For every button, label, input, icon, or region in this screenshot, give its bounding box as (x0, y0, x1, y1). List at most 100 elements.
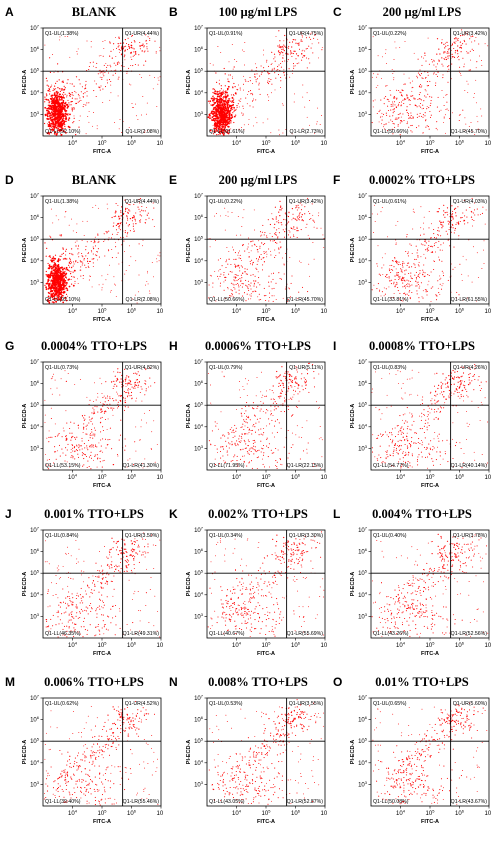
event-point (57, 125, 59, 127)
event-point (427, 37, 429, 39)
event-point (96, 125, 98, 127)
y-tick-label: 105 (30, 235, 40, 244)
event-point (248, 123, 249, 125)
event-point (385, 288, 387, 290)
event-point (123, 236, 125, 238)
event-point (54, 446, 56, 448)
event-point (228, 129, 230, 132)
event-point (393, 59, 395, 60)
event-point (58, 124, 60, 126)
event-point (131, 34, 134, 37)
event-point (68, 126, 71, 129)
event-point (56, 119, 59, 122)
event-point (119, 119, 121, 121)
event-point (298, 62, 300, 64)
event-point (242, 448, 244, 450)
event-point (419, 73, 421, 75)
event-point (391, 128, 393, 130)
event-point (48, 458, 50, 461)
event-point (436, 63, 439, 65)
event-point (233, 284, 235, 286)
event-point (314, 33, 317, 35)
event-point (254, 448, 256, 451)
event-point (131, 217, 133, 219)
event-point (290, 51, 292, 53)
event-point (151, 431, 153, 433)
event-point (275, 460, 277, 462)
event-point (403, 119, 405, 122)
event-point (260, 428, 262, 430)
event-point (243, 129, 245, 131)
event-point (241, 127, 243, 128)
event-point (83, 419, 85, 421)
event-point (135, 397, 137, 399)
event-point (249, 90, 252, 92)
event-point (99, 76, 101, 78)
event-point (62, 93, 64, 95)
event-point (59, 268, 61, 270)
event-point (84, 264, 86, 266)
event-point (423, 100, 425, 102)
event-point (65, 254, 67, 256)
event-point (117, 231, 119, 234)
event-point (76, 240, 78, 242)
event-point (95, 399, 97, 401)
event-point (83, 453, 85, 455)
event-point (142, 43, 144, 45)
event-point (291, 133, 293, 135)
event-point (270, 398, 272, 400)
event-point (59, 284, 61, 286)
event-point (56, 110, 59, 112)
event-point (58, 297, 60, 299)
event-point (416, 290, 418, 292)
event-point (300, 209, 303, 211)
event-point (379, 116, 382, 118)
event-point (230, 289, 232, 291)
event-point (109, 427, 111, 429)
panel-f: F 0.0002% TTO+LPS Q1-UL(0.61%) Q1-UR(4.03%)… (333, 170, 491, 338)
event-point (90, 434, 92, 436)
event-point (413, 98, 415, 100)
event-point (441, 90, 443, 91)
event-point (392, 122, 394, 124)
event-point (129, 47, 131, 49)
event-point (250, 274, 252, 276)
event-point (209, 100, 212, 103)
event-point (228, 433, 230, 435)
event-point (122, 213, 125, 215)
event-point (280, 410, 282, 413)
event-point (311, 32, 313, 34)
event-point (466, 50, 468, 52)
event-point (239, 458, 242, 460)
panel-letter: E (169, 173, 178, 187)
event-point (256, 377, 258, 379)
panel-title: 100 µg/ml LPS (218, 5, 298, 19)
event-point (80, 261, 82, 263)
event-point (70, 278, 72, 280)
event-point (232, 86, 234, 88)
event-point (55, 275, 57, 277)
event-point (446, 101, 448, 103)
event-point (256, 457, 258, 459)
event-point (276, 229, 278, 231)
event-point (272, 300, 274, 302)
event-point (484, 223, 486, 225)
event-point (296, 209, 298, 211)
event-point (263, 466, 266, 468)
event-point (371, 289, 373, 291)
event-point (433, 245, 435, 247)
event-point (64, 88, 66, 91)
event-point (95, 83, 97, 85)
event-point (377, 213, 379, 215)
event-point (57, 100, 59, 101)
event-point (384, 128, 386, 130)
event-point (426, 290, 428, 293)
event-point (411, 117, 413, 119)
event-point (469, 69, 471, 71)
event-point (228, 114, 231, 117)
x-tick-label: 105 (426, 307, 436, 316)
event-point (52, 101, 55, 104)
event-point (441, 285, 443, 287)
event-point (283, 74, 285, 76)
event-point (417, 249, 419, 251)
